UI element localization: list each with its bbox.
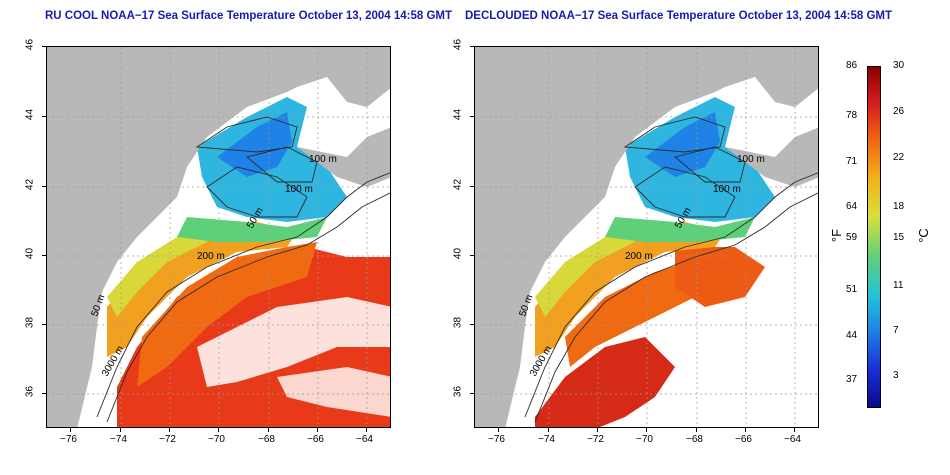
longitude-tick-label: −64	[356, 434, 373, 445]
longitude-tick-label: −68	[686, 434, 703, 445]
fahrenheit-tick-label: 51	[846, 284, 858, 295]
latitude-tick-mark	[470, 324, 474, 325]
celsius-unit-label: °C	[915, 228, 931, 243]
latitude-tick-label: 44	[452, 108, 464, 121]
longitude-tick-label: −70	[636, 434, 653, 445]
longitude-tick-mark	[169, 428, 170, 432]
contour-label: 100 m	[737, 154, 765, 165]
bathymetry-contours	[96, 116, 390, 423]
latitude-tick-mark	[470, 186, 474, 187]
fahrenheit-tick-label: 37	[846, 374, 858, 385]
celsius-tick-label: 18	[893, 201, 905, 212]
right-panel-title: DECLOUDED NOAA−17 Sea Surface Temperatur…	[465, 10, 893, 22]
warm-water-region	[535, 337, 675, 427]
latitude-tick-label: 38	[452, 316, 464, 329]
celsius-tick-label: 3	[893, 370, 899, 381]
celsius-tick-label: 11	[893, 280, 904, 291]
longitude-tick-label: −66	[735, 434, 752, 445]
longitude-tick-mark	[794, 428, 795, 432]
latitude-tick-label: 40	[452, 247, 464, 260]
latitude-tick-label: 36	[452, 385, 464, 398]
contour-label: 200 m	[625, 251, 653, 262]
longitude-tick-mark	[70, 428, 71, 432]
declouded-sst-map-graphic: 100 m 100 m 50 m 200 m 50 m 3000 m	[475, 47, 818, 427]
transition-water-region	[177, 217, 327, 242]
latitude-tick-mark	[470, 46, 474, 47]
fahrenheit-tick-label: 64	[846, 201, 858, 212]
latitude-tick-label: 44	[24, 108, 36, 121]
contour-label: 100 m	[713, 184, 741, 195]
longitude-tick-mark	[548, 428, 549, 432]
longitude-tick-mark	[120, 428, 121, 432]
contour-label: 200 m	[197, 251, 225, 262]
longitude-tick-label: −72	[587, 434, 604, 445]
longitude-tick-mark	[597, 428, 598, 432]
latitude-tick-mark	[470, 393, 474, 394]
longitude-tick-mark	[366, 428, 367, 432]
celsius-tick-label: 30	[893, 60, 905, 71]
longitude-tick-label: −72	[159, 434, 176, 445]
latitude-tick-mark	[42, 116, 46, 117]
longitude-tick-label: −76	[60, 434, 77, 445]
celsius-tick-label: 15	[893, 232, 905, 243]
latitude-tick-mark	[42, 324, 46, 325]
latitude-tick-label: 36	[24, 385, 36, 398]
declouded-sst-map: 100 m 100 m 50 m 200 m 50 m 3000 m	[474, 46, 819, 428]
fahrenheit-unit-label: °F	[829, 228, 845, 243]
latitude-tick-mark	[42, 255, 46, 256]
longitude-tick-mark	[268, 428, 269, 432]
land-mass	[47, 47, 390, 427]
raw-sst-map: 100 m 100 m 50 m 200 m 50 m 3000 m	[46, 46, 391, 428]
fahrenheit-tick-label: 59	[846, 232, 858, 243]
latitude-tick-label: 42	[24, 178, 36, 191]
longitude-tick-mark	[317, 428, 318, 432]
longitude-tick-mark	[646, 428, 647, 432]
fahrenheit-tick-label: 44	[846, 330, 858, 341]
longitude-tick-label: −68	[258, 434, 275, 445]
fahrenheit-tick-label: 71	[846, 156, 858, 167]
longitude-tick-mark	[696, 428, 697, 432]
shelf-water-region	[535, 227, 645, 317]
temperature-colorbar	[867, 66, 881, 408]
latitude-tick-mark	[42, 46, 46, 47]
left-panel-title: RU COOL NOAA−17 Sea Surface Temperature …	[45, 10, 453, 22]
raw-sst-map-graphic: 100 m 100 m 50 m 200 m 50 m 3000 m	[47, 47, 390, 427]
contour-label: 100 m	[285, 184, 313, 195]
longitude-tick-mark	[745, 428, 746, 432]
longitude-tick-mark	[218, 428, 219, 432]
longitude-tick-label: −76	[488, 434, 505, 445]
latitude-tick-label: 42	[452, 178, 464, 191]
latitude-tick-mark	[42, 393, 46, 394]
latitude-tick-label: 38	[24, 316, 36, 329]
fahrenheit-tick-label: 86	[846, 60, 858, 71]
contour-label: 100 m	[309, 154, 337, 165]
celsius-tick-label: 22	[893, 152, 905, 163]
latitude-tick-label: 40	[24, 247, 36, 260]
gulf-stream-edge	[137, 242, 317, 387]
coldest-water-region	[645, 112, 720, 177]
bathymetry-contours	[524, 116, 818, 423]
latitude-tick-label: 46	[452, 38, 464, 51]
cloud-patch	[197, 297, 390, 387]
latitude-tick-mark	[42, 186, 46, 187]
warm-eddy-region	[675, 247, 765, 307]
celsius-tick-label: 7	[893, 325, 899, 336]
shelf-water-region	[107, 227, 217, 317]
longitude-tick-label: −70	[208, 434, 225, 445]
longitude-tick-label: −74	[110, 434, 127, 445]
land-mass	[475, 47, 818, 427]
latitude-tick-label: 46	[24, 38, 36, 51]
longitude-tick-label: −74	[538, 434, 555, 445]
longitude-tick-label: −66	[307, 434, 324, 445]
latitude-tick-mark	[470, 116, 474, 117]
latitude-tick-mark	[470, 255, 474, 256]
coldest-water-region	[217, 112, 292, 177]
fahrenheit-tick-label: 78	[846, 110, 858, 121]
longitude-tick-mark	[498, 428, 499, 432]
celsius-tick-label: 26	[893, 106, 905, 117]
transition-water-region	[605, 217, 755, 242]
longitude-tick-label: −64	[784, 434, 801, 445]
cloud-patch	[277, 367, 390, 417]
